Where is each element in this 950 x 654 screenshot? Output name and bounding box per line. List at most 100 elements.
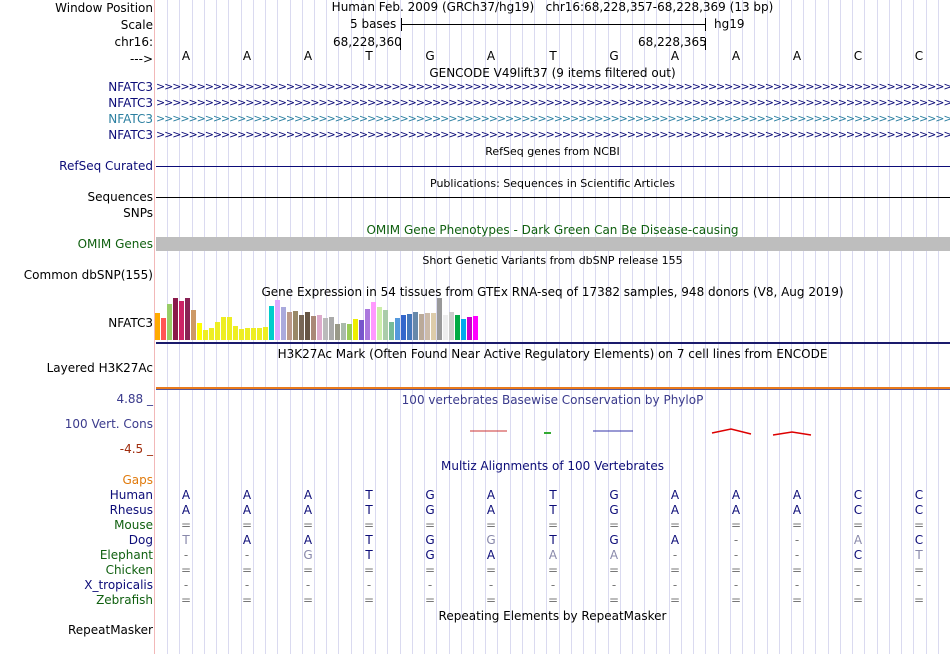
alignment-base: = xyxy=(669,518,681,532)
gtex-bar[interactable] xyxy=(287,312,292,340)
gtex-bar[interactable] xyxy=(173,298,178,340)
species-label[interactable]: Mouse xyxy=(114,518,153,532)
gtex-bar[interactable] xyxy=(209,328,214,340)
species-label[interactable]: X_tropicalis xyxy=(84,578,153,592)
omim-feature-bar[interactable] xyxy=(156,237,950,251)
grid-line xyxy=(204,0,205,654)
rmsk-label[interactable]: RepeatMasker xyxy=(67,623,153,637)
refseq-label[interactable]: RefSeq Curated xyxy=(59,159,153,173)
gtex-bar[interactable] xyxy=(473,316,478,340)
gtex-bar[interactable] xyxy=(251,328,256,340)
gtex-bar[interactable] xyxy=(293,311,298,340)
position-text[interactable]: Human Feb. 2009 (GRCh37/hg19) chr16:68,2… xyxy=(331,0,774,14)
gtex-bar[interactable] xyxy=(329,317,334,340)
publications-feature-line[interactable] xyxy=(156,197,950,198)
grid-line xyxy=(852,0,853,654)
gtex-bar[interactable] xyxy=(245,328,250,340)
gtex-bar[interactable] xyxy=(311,316,316,340)
h3k27ac-label[interactable]: Layered H3K27Ac xyxy=(46,361,153,375)
gencode-item-label[interactable]: NFATC3 xyxy=(108,80,153,94)
grid-line xyxy=(620,0,621,654)
gtex-bar[interactable] xyxy=(377,307,382,340)
gtex-bar[interactable] xyxy=(305,312,310,340)
gtex-bar[interactable] xyxy=(467,317,472,340)
gtex-bar[interactable] xyxy=(239,329,244,340)
gtex-bar[interactable] xyxy=(407,314,412,340)
gtex-bar[interactable] xyxy=(437,298,442,340)
gencode-item-label[interactable]: NFATC3 xyxy=(108,112,153,126)
base-letter: A xyxy=(303,49,313,63)
species-label[interactable]: Rhesus xyxy=(109,503,153,517)
gtex-bar[interactable] xyxy=(413,312,418,340)
dbsnp-label[interactable]: Common dbSNP(155) xyxy=(23,268,153,282)
cons-peak xyxy=(772,431,812,436)
gtex-bar[interactable] xyxy=(299,315,304,340)
gtex-bar[interactable] xyxy=(323,318,328,340)
cons-wiggle-plot[interactable] xyxy=(155,420,950,440)
gtex-bar[interactable] xyxy=(359,320,364,340)
grid-line xyxy=(913,0,914,654)
gaps-label[interactable]: Gaps xyxy=(122,473,153,487)
gtex-bar[interactable] xyxy=(347,324,352,340)
gtex-bar[interactable] xyxy=(425,313,430,340)
gtex-bar[interactable] xyxy=(263,327,268,340)
gtex-bar[interactable] xyxy=(443,315,448,340)
gtex-bar[interactable] xyxy=(167,304,172,340)
gencode-transcript[interactable]: >>>>>>>>>>>>>>>>>>>>>>>>>>>>>>>>>>>>>>>>… xyxy=(156,81,950,93)
gtex-bar[interactable] xyxy=(257,328,262,340)
gtex-bar[interactable] xyxy=(383,310,388,340)
gencode-transcript[interactable]: >>>>>>>>>>>>>>>>>>>>>>>>>>>>>>>>>>>>>>>>… xyxy=(156,113,950,125)
gtex-bar[interactable] xyxy=(281,307,286,340)
gtex-label[interactable]: NFATC3 xyxy=(108,316,153,330)
assembly-text: hg19 xyxy=(714,17,745,31)
species-label[interactable]: Human xyxy=(109,488,153,502)
gtex-bar[interactable] xyxy=(179,301,184,340)
gtex-bar[interactable] xyxy=(203,330,208,340)
gtex-bar[interactable] xyxy=(221,317,226,340)
gtex-bar[interactable] xyxy=(233,326,238,340)
gencode-transcript[interactable]: >>>>>>>>>>>>>>>>>>>>>>>>>>>>>>>>>>>>>>>>… xyxy=(156,97,950,109)
sequences-label[interactable]: Sequences xyxy=(87,190,153,204)
gencode-transcript[interactable]: >>>>>>>>>>>>>>>>>>>>>>>>>>>>>>>>>>>>>>>>… xyxy=(156,129,950,141)
species-label[interactable]: Elephant xyxy=(99,548,153,562)
gencode-item-label[interactable]: NFATC3 xyxy=(108,128,153,142)
gtex-bar[interactable] xyxy=(161,318,166,340)
gtex-bar[interactable] xyxy=(353,319,358,340)
species-label[interactable]: Zebrafish xyxy=(96,593,153,607)
gtex-bar[interactable] xyxy=(227,317,232,340)
gtex-bar[interactable] xyxy=(341,323,346,340)
gtex-bar[interactable] xyxy=(431,313,436,340)
gtex-bar[interactable] xyxy=(215,322,220,340)
gtex-bar[interactable] xyxy=(395,318,400,340)
gtex-bar[interactable] xyxy=(419,314,424,340)
omim-label[interactable]: OMIM Genes xyxy=(77,237,153,251)
h3k27ac-line-orange[interactable] xyxy=(156,387,950,389)
species-label[interactable]: Chicken xyxy=(105,563,153,577)
gtex-bar[interactable] xyxy=(317,315,322,340)
grid-line xyxy=(889,0,890,654)
gtex-bar[interactable] xyxy=(461,319,466,340)
gtex-bar[interactable] xyxy=(371,302,376,340)
gtex-bar[interactable] xyxy=(197,323,202,340)
gtex-bar[interactable] xyxy=(275,300,280,340)
gtex-bar[interactable] xyxy=(455,315,460,340)
gtex-bar[interactable] xyxy=(269,306,274,340)
gtex-bar[interactable] xyxy=(401,315,406,340)
species-label[interactable]: Dog xyxy=(128,533,153,547)
gtex-bar[interactable] xyxy=(335,324,340,340)
alignment-base: - xyxy=(916,578,922,592)
gtex-bar[interactable] xyxy=(185,298,190,340)
gtex-bar[interactable] xyxy=(191,310,196,340)
h3k27ac-line-blue[interactable] xyxy=(156,389,950,390)
base-letter: A xyxy=(242,49,252,63)
cons-label[interactable]: 100 Vert. Cons xyxy=(64,417,153,431)
gtex-bar[interactable] xyxy=(449,312,454,340)
refseq-feature-line[interactable] xyxy=(156,166,950,167)
gencode-item-label[interactable]: NFATC3 xyxy=(108,96,153,110)
alignment-base: = xyxy=(424,593,436,607)
alignment-base: A xyxy=(242,533,252,547)
gtex-bar[interactable] xyxy=(365,309,370,340)
gtex-bar[interactable] xyxy=(389,322,394,340)
gtex-bar[interactable] xyxy=(155,313,160,340)
